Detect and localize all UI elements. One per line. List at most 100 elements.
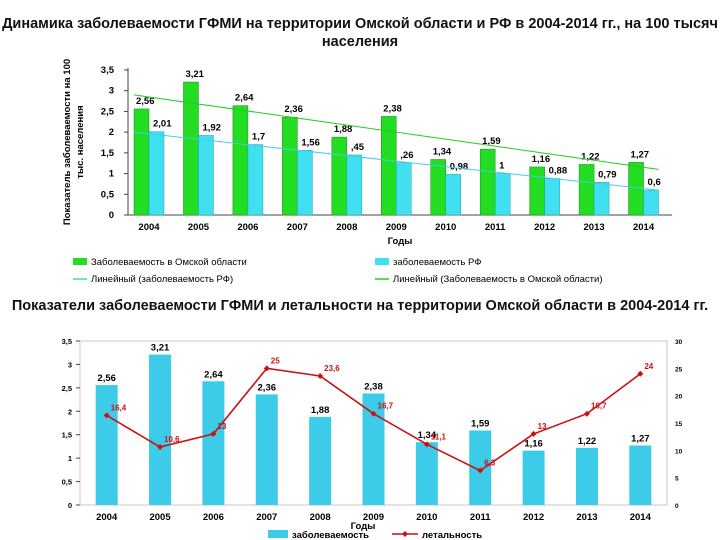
y2-tick-label: 5 (675, 476, 679, 483)
data-label-letalnost: 10,6 (164, 435, 180, 444)
bar-zabol-2005 (149, 354, 172, 505)
bar-rf-2009 (396, 162, 412, 216)
data-label-zabol: 1,59 (471, 418, 490, 429)
legend-rf-label: заболеваемость РФ (393, 257, 481, 268)
data-label-oblast: 2,38 (383, 103, 402, 114)
y2-tick-label: 30 (675, 339, 683, 346)
y-axis-label: Показатель заболеваемости на 100 тыс. нас… (62, 59, 86, 225)
y-tick-label: 1,5 (101, 148, 115, 159)
data-label-oblast: 2,56 (136, 96, 155, 107)
data-label-letalnost: 6,3 (484, 459, 496, 468)
point-letalnost-2012 (530, 430, 537, 437)
data-label-rf: 0,98 (450, 161, 469, 172)
data-label-oblast: 1,27 (631, 149, 650, 160)
legend-letalnost-label: летальность (422, 530, 482, 540)
data-label-oblast: 2,64 (235, 93, 254, 104)
point-letalnost-2004 (103, 412, 110, 419)
x-tick-label: 2008 (310, 512, 331, 523)
x-tick-label: 2014 (630, 512, 652, 523)
point-letalnost-2006 (210, 430, 217, 437)
data-label-oblast: 1,59 (482, 136, 501, 147)
y-tick-label: 3,5 (101, 65, 115, 76)
data-label-rf: ,26 (400, 150, 413, 161)
point-letalnost-2008 (317, 372, 324, 379)
y-axis-label-line2: тыс. населения (75, 105, 86, 178)
x-tick-label: 2005 (188, 222, 210, 233)
data-label-letalnost: 13 (217, 422, 226, 431)
legend-oblast-swatch (73, 258, 87, 265)
data-label-rf: 1,7 (252, 132, 265, 143)
point-letalnost-2010 (423, 441, 430, 448)
y-tick-label: 2 (109, 127, 114, 138)
bar-rf-2014 (643, 189, 659, 216)
data-label-letalnost: 25 (271, 356, 280, 365)
x-tick-label: 2006 (203, 512, 224, 523)
point-letalnost-2011 (477, 467, 484, 474)
data-label-zabol: 2,56 (97, 373, 116, 384)
bar-zabol-2014 (629, 445, 652, 505)
data-label-letalnost: 11,1 (431, 432, 447, 441)
x-tick-label: 2011 (470, 512, 491, 523)
data-label-zabol: 2,38 (364, 381, 383, 392)
x-tick-label: 2013 (576, 512, 597, 523)
y-tick-label: 3 (68, 360, 72, 369)
x-tick-label: 2010 (416, 512, 437, 523)
x-tick-label: 2004 (96, 512, 118, 523)
x-tick-label: 2011 (485, 222, 506, 233)
bar-rf-2013 (593, 182, 610, 216)
data-label-letalnost: 16,7 (591, 402, 607, 411)
chart1-plot: 0 0,5 1 1,5 2 2,5 3 3,5 Показатель заболеваемост… (62, 59, 672, 285)
data-label-zabol: 2,36 (258, 382, 277, 393)
bar-rf-2006 (247, 144, 264, 216)
point-letalnost-2007 (263, 365, 270, 372)
bar-rf-2007 (297, 150, 313, 216)
data-label-letalnost: 13 (538, 422, 547, 431)
x-axis-label: Годы (388, 236, 413, 247)
data-label-oblast: 2,36 (284, 104, 303, 115)
data-label-zabol: 3,21 (151, 343, 170, 354)
bar-zabol-2004 (95, 385, 118, 505)
data-label-rf: 0,88 (549, 166, 568, 177)
bar-zabol-2009 (362, 393, 385, 505)
bar-zabol-2008 (309, 416, 332, 505)
y-tick-label: 1 (68, 454, 72, 463)
bar-rf-2004 (148, 131, 165, 216)
legend-zabol-label: заболеваемость (292, 530, 369, 540)
point-letalnost-2005 (157, 444, 164, 451)
legend-rf-swatch (375, 258, 389, 265)
bar-rf-2011 (494, 173, 511, 216)
y2-tick-label: 0 (675, 503, 679, 510)
y-tick-label: 1,5 (62, 431, 72, 440)
y-tick-label: 1 (109, 169, 115, 180)
x-tick-label: 2007 (287, 222, 308, 233)
data-label-rf: 1,56 (301, 137, 320, 148)
y-tick-label: 3 (109, 86, 114, 97)
y2-tick-label: 25 (675, 366, 683, 373)
data-label-rf: 1,92 (202, 122, 221, 133)
x-tick-label: 2013 (584, 222, 605, 233)
trendline-oblast (133, 94, 659, 170)
point-letalnost-2013 (583, 410, 590, 417)
y-tick-label: 0 (109, 210, 114, 221)
y-axis-label-line1: Показатель заболеваемости на 100 (62, 59, 73, 225)
y-tick-label: 3,5 (62, 337, 72, 346)
bar-rf-2005 (198, 135, 214, 216)
chart2-title: Показатели заболеваемости ГФМИ и летальн… (11, 298, 709, 314)
x-tick-label: 2005 (149, 512, 171, 523)
chart1-title: Динамика заболеваемости ГФМИ на территор… (2, 16, 718, 50)
bar-rf-2008 (346, 154, 363, 216)
data-label-oblast: 3,21 (185, 69, 204, 80)
data-label-oblast: 1,16 (532, 154, 551, 165)
data-label-zabol: 1,34 (418, 430, 437, 441)
legend-oblast-label: Заболеваемость в Омской области (91, 257, 247, 268)
data-label-letalnost: 16,7 (378, 402, 394, 411)
data-label-rf: 0,79 (598, 169, 617, 180)
data-label-zabol: 2,64 (204, 369, 223, 380)
y2-tick-label: 15 (675, 421, 683, 428)
bar-zabol-2013 (575, 447, 598, 505)
x-tick-label: 2012 (523, 512, 544, 523)
data-label-letalnost: 24 (644, 362, 653, 371)
data-label-zabol: 1,22 (578, 436, 597, 447)
bar-rf-2010 (445, 174, 461, 216)
data-label-zabol: 1,16 (524, 439, 543, 450)
